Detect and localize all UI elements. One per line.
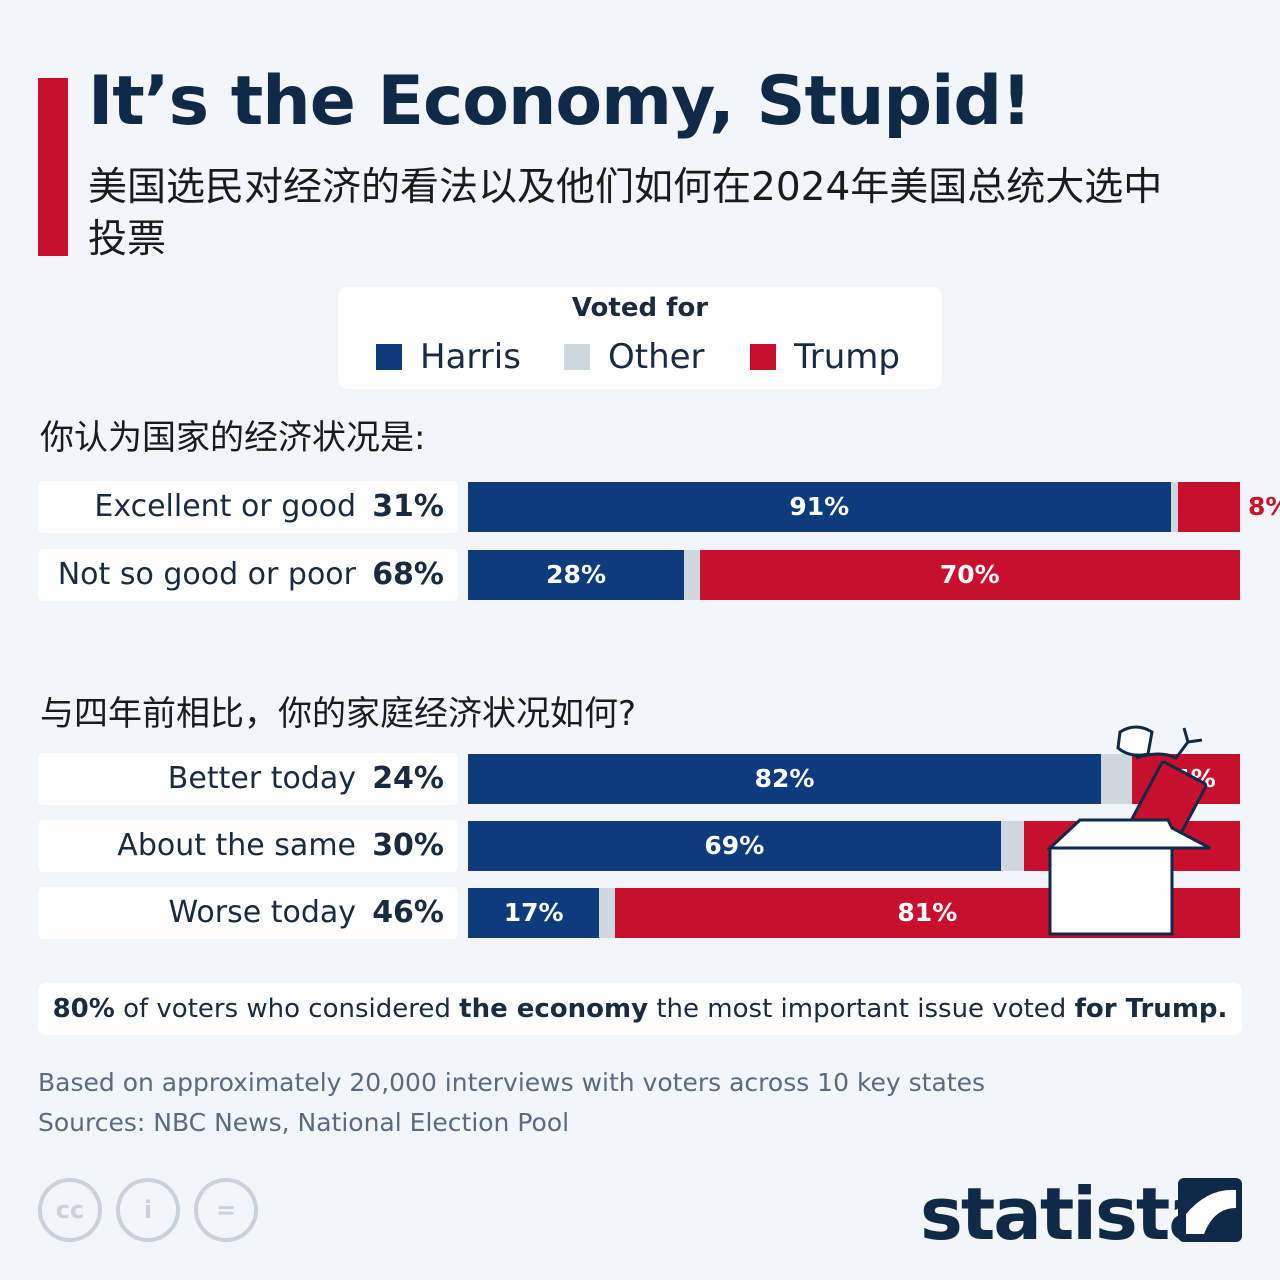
legend-label-harris: Harris	[420, 337, 521, 377]
bar-segment-harris	[468, 888, 600, 938]
category-share: 31%	[372, 489, 444, 524]
row-label-box: Better today 24%	[38, 753, 458, 805]
legend-label-trump: Trump	[794, 337, 901, 377]
note-text-2: the most important issue voted	[648, 994, 1075, 1024]
page-subtitle: 美国选民对经济的看法以及他们如何在2024年美国总统大选中投票	[88, 165, 1163, 262]
note-candidate: for Trump.	[1074, 994, 1228, 1024]
category-share: 46%	[372, 895, 444, 930]
statista-mark-icon	[1178, 1178, 1242, 1242]
category-label: About the same	[117, 828, 356, 863]
no-derivatives-icon[interactable]: =	[194, 1178, 258, 1242]
legend-swatch-other	[564, 344, 590, 370]
note-text-1: of voters who considered	[114, 994, 460, 1024]
category-label: Not so good or poor	[57, 557, 356, 592]
category-share: 68%	[372, 557, 444, 592]
bar-segment-other	[599, 888, 615, 938]
data-label-harris: 17%	[503, 898, 564, 927]
data-label-harris: 82%	[754, 764, 815, 793]
bar-segment-harris	[468, 482, 1171, 532]
data-label-harris: 69%	[704, 831, 765, 860]
legend-swatch-trump	[750, 344, 776, 370]
bar-segment-trump	[1178, 482, 1240, 532]
category-label: Excellent or good	[94, 489, 356, 524]
key-finding-note: 80% of voters who considered the economy…	[38, 983, 1242, 1035]
category-label: Better today	[167, 761, 356, 796]
footnote-sources: Sources: NBC News, National Election Poo…	[38, 1108, 570, 1137]
row-label-box: Worse today 46%	[38, 887, 458, 939]
accent-bar	[38, 78, 68, 256]
row-label-box: Not so good or poor 68%	[38, 549, 458, 601]
legend-item-harris: Harris	[376, 335, 521, 379]
statista-logo[interactable]: statista	[920, 1172, 1217, 1256]
bar-segment-harris	[468, 821, 1001, 871]
ballot-box-icon	[1046, 725, 1211, 936]
category-label: Worse today	[168, 895, 356, 930]
legend-items: Harris Other Trump	[338, 335, 942, 379]
legend-label-other: Other	[608, 337, 705, 377]
category-share: 24%	[372, 761, 444, 796]
footnote-basis: Based on approximately 20,000 interviews…	[38, 1068, 986, 1097]
data-label-trump: 70%	[939, 560, 1000, 589]
legend-item-other: Other	[564, 335, 705, 379]
legend-swatch-harris	[376, 344, 402, 370]
chart-2-title: 与四年前相比，你的家庭经济状况如何?	[40, 694, 637, 734]
legend-title: Voted for	[571, 293, 709, 323]
legend: Voted for Harris Other Trump	[338, 287, 942, 389]
bar-segment-trump	[699, 550, 1240, 600]
bar-segment-harris	[468, 754, 1102, 804]
bar-segment-harris	[468, 550, 685, 600]
category-share: 30%	[372, 828, 444, 863]
data-label-harris: 28%	[546, 560, 606, 589]
row-label-box: Excellent or good 31%	[38, 481, 458, 533]
note-issue: the economy	[459, 994, 649, 1024]
bar-segment-other	[1101, 754, 1132, 804]
data-label-trump: 8%	[1248, 492, 1280, 521]
chart-1-title: 你认为国家的经济状况是:	[40, 418, 426, 458]
attribution-icon[interactable]: i	[116, 1178, 180, 1242]
data-label-harris: 91%	[789, 492, 850, 521]
bar-segment-other	[684, 550, 700, 600]
bar-segment-other	[1170, 482, 1179, 532]
cc-icon[interactable]: cc	[38, 1178, 102, 1242]
legend-item-trump: Trump	[750, 335, 900, 379]
data-label-trump: 81%	[897, 898, 958, 927]
page-title: It’s the Economy, Stupid!	[88, 62, 1032, 141]
note-share: 80%	[52, 994, 115, 1024]
row-label-box: About the same 30%	[38, 820, 458, 872]
bar-segment-other	[1000, 821, 1024, 871]
